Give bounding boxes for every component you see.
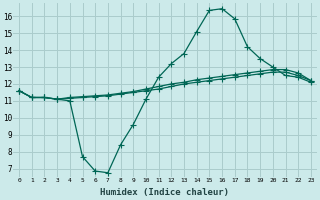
X-axis label: Humidex (Indice chaleur): Humidex (Indice chaleur) <box>100 188 229 197</box>
